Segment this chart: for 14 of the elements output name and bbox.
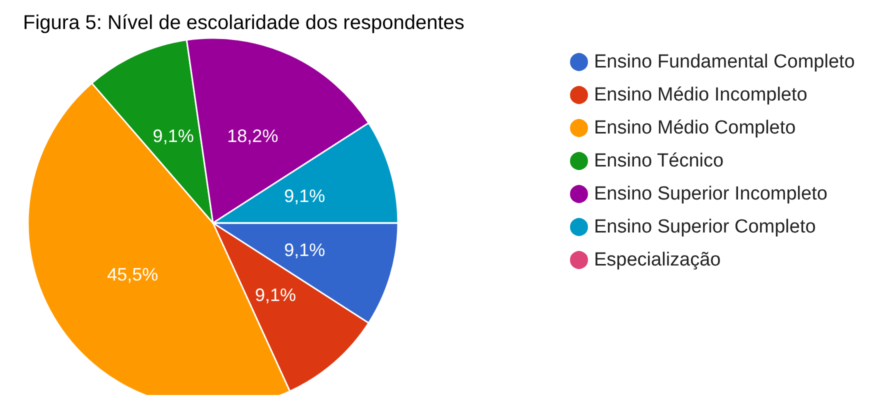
legend-label: Ensino Técnico xyxy=(594,150,724,172)
legend-label: Ensino Superior Incompleto xyxy=(594,184,828,204)
legend-label: Ensino Fundamental Completo xyxy=(594,52,855,72)
data-label: 9,1% xyxy=(255,285,296,306)
data-label: 9,1% xyxy=(284,240,326,260)
data-label: 9,1% xyxy=(152,126,194,146)
data-label: 18,2% xyxy=(227,126,278,146)
legend-label: Ensino Médio Completo xyxy=(594,118,796,138)
legend-label: Ensino Superior Completo xyxy=(594,216,816,238)
data-label: 9,1% xyxy=(284,186,326,206)
chart-title: Figura 5: Nível de escolaridade dos respondentes xyxy=(23,12,464,34)
legend-label: Especialização xyxy=(594,250,721,270)
legend-label: Ensino Médio Incompleto xyxy=(594,84,808,106)
data-label: 45,5% xyxy=(107,264,158,285)
